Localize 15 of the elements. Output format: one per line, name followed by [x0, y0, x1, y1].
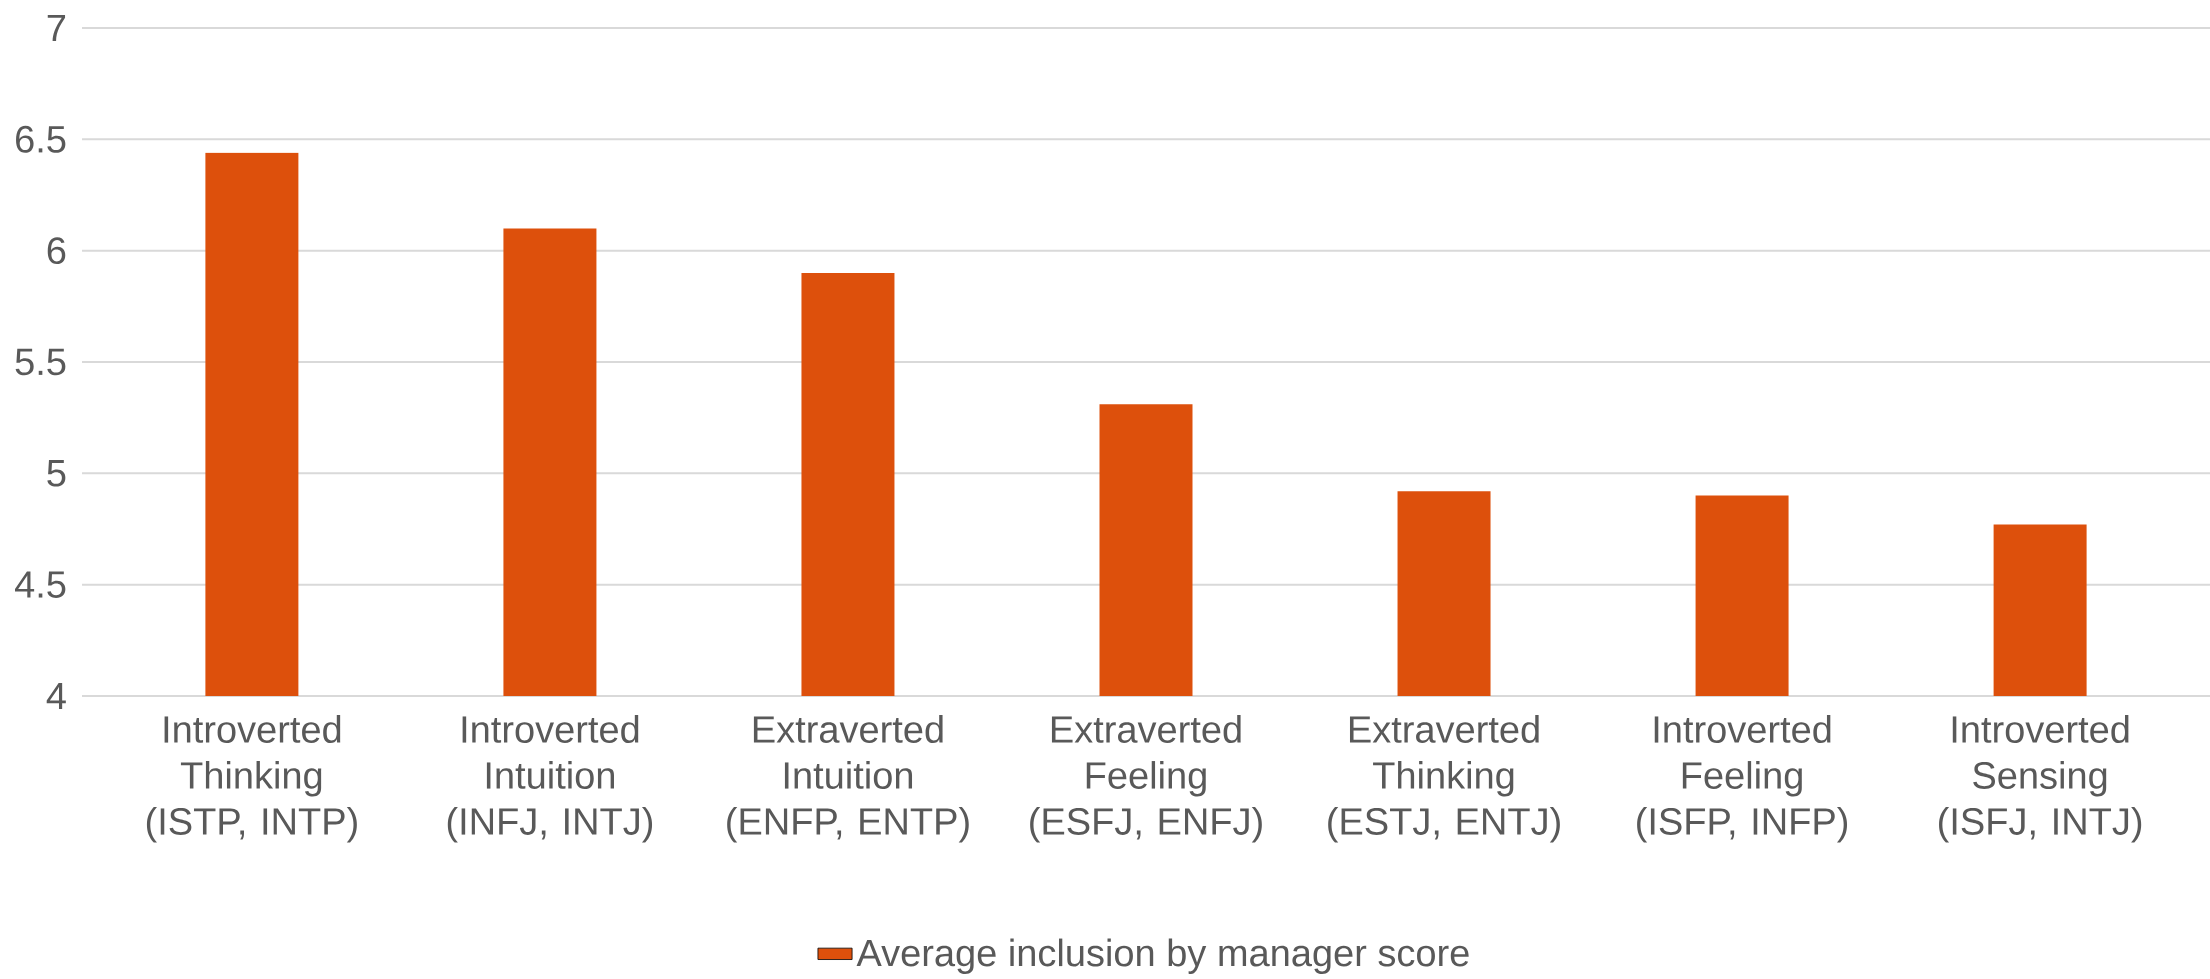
x-tick-label: Extraverted Thinking (ESTJ, ENTJ): [1328, 715, 1560, 843]
y-tick-label: 6: [47, 237, 66, 265]
y-tick-label: 4.5: [15, 571, 66, 598]
y-tick-label: 6.5: [16, 125, 66, 153]
x-tick-label: Introverted Feeling (ISFP, INFP): [1637, 715, 1848, 843]
y-tick-label: 5.5: [15, 348, 66, 376]
legend-label: Average inclusion by manager score: [856, 938, 1469, 974]
x-tick-label: Extraverted Intuition (ENFP, ENTP): [727, 715, 969, 843]
x-tick-label: Introverted Sensing (ISFJ, INTJ): [1939, 715, 2142, 843]
x-tick-label: Introverted Intuition (INFJ, INTJ): [447, 715, 653, 843]
x-tick-label: Extraverted Feeling (ESFJ, ENFJ): [1030, 715, 1262, 843]
y-tick-label: 4: [46, 682, 66, 710]
y-tick-label: 5: [47, 460, 66, 487]
y-tick-label: 7: [47, 14, 66, 42]
x-tick-label: Introverted Thinking (ISTP, INTP): [146, 715, 357, 843]
